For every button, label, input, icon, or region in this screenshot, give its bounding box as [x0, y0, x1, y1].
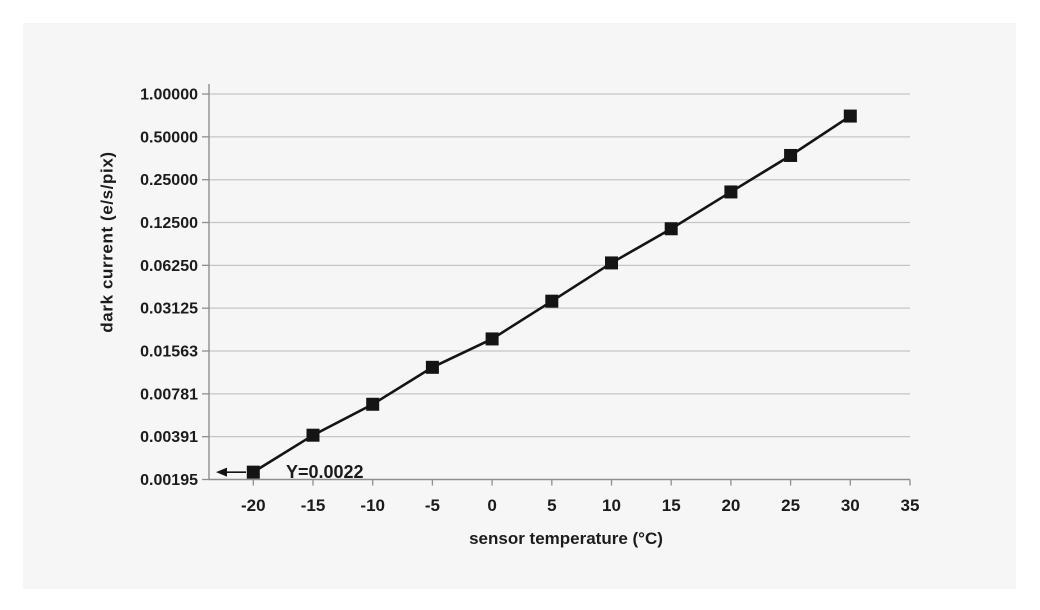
y-tick-label: 0.50000	[140, 129, 198, 146]
data-point-marker	[366, 397, 380, 411]
data-point-marker	[246, 465, 260, 479]
x-tick-label: -10	[360, 496, 385, 515]
x-tick-label: 25	[781, 496, 800, 515]
y-tick-label: 0.12500	[140, 215, 198, 232]
y-axis-title: dark current (e/s/pix)	[97, 151, 117, 333]
annotation-label: Y=0.0022	[286, 462, 364, 482]
data-point-marker	[485, 332, 499, 346]
x-tick-label: -20	[241, 496, 266, 515]
x-tick-label: 10	[602, 496, 621, 515]
data-point-marker	[843, 109, 857, 123]
data-point-marker	[724, 185, 738, 199]
x-tick-label: 5	[547, 496, 556, 515]
y-tick-label: 0.25000	[140, 172, 198, 189]
x-tick-label: -15	[301, 496, 326, 515]
data-point-marker	[664, 222, 678, 236]
x-tick-label: 35	[901, 496, 920, 515]
y-tick-label: 0.03125	[140, 301, 198, 318]
annotation-arrowhead	[216, 467, 227, 477]
data-point-marker	[784, 148, 798, 162]
y-tick-label: 0.00781	[140, 386, 198, 403]
x-axis-title: sensor temperature (°C)	[469, 529, 663, 548]
data-point-marker	[605, 256, 618, 270]
x-tick-label: -5	[425, 496, 440, 515]
y-tick-label: 1.00000	[140, 87, 198, 104]
data-point-marker	[545, 294, 559, 308]
y-tick-label: 0.06250	[140, 258, 198, 275]
x-tick-label: 0	[487, 496, 496, 515]
data-point-marker	[425, 360, 439, 374]
y-tick-label: 0.00391	[140, 429, 198, 446]
data-point-marker	[306, 428, 320, 442]
x-tick-label: 20	[721, 496, 740, 515]
series-line	[252, 114, 852, 474]
x-tick-label: 30	[841, 496, 860, 515]
x-tick-label: 15	[662, 496, 681, 515]
y-tick-label: 0.00195	[140, 472, 198, 489]
y-tick-label: 0.01563	[140, 344, 198, 361]
